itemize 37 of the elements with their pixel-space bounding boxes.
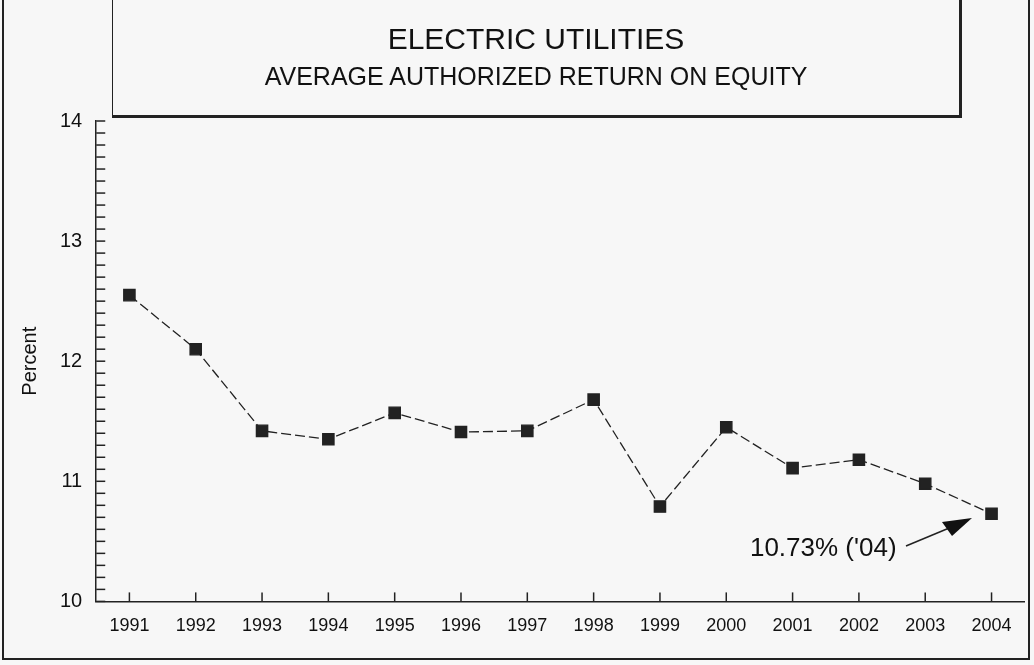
x-tick-label: 1993 — [242, 615, 283, 636]
x-tick-label: 1992 — [175, 615, 216, 636]
x-tick-label: 2004 — [971, 615, 1012, 636]
y-tick-label: 13 — [60, 228, 83, 251]
chart-subtitle: AVERAGE AUTHORIZED RETURN ON EQUITY — [263, 62, 809, 91]
y-tick-label: 11 — [61, 468, 83, 491]
y-axis-title: Percent — [17, 326, 40, 396]
y-tick-label: 14 — [60, 108, 83, 131]
x-tick-label: 2002 — [838, 615, 879, 636]
x-tick-label: 1994 — [308, 615, 349, 636]
x-tick-label: 2001 — [772, 615, 813, 636]
point — [852, 453, 866, 466]
point — [255, 424, 269, 438]
point — [719, 420, 733, 434]
x-tick-label: 1995 — [374, 615, 415, 636]
point — [985, 507, 998, 521]
x-tick-label: 1998 — [573, 615, 614, 636]
x-tick-label: 2003 — [905, 615, 946, 636]
point — [454, 425, 468, 439]
y-tick-label: 12 — [60, 348, 83, 371]
annotation: 10.73% ('04) — [749, 531, 897, 563]
x-tick-label: 1991 — [109, 615, 150, 636]
point — [189, 342, 203, 356]
chart-title: ELECTRIC UTILITIES — [386, 22, 686, 56]
point — [388, 406, 401, 420]
y-tick-label: 10 — [60, 588, 83, 611]
x-tick-label: 2000 — [706, 615, 747, 636]
x-tick-label: 1996 — [440, 615, 482, 636]
x-tick-label: 1997 — [507, 615, 548, 636]
point — [587, 393, 600, 406]
x-tick-label: 1999 — [639, 615, 680, 636]
point — [322, 432, 335, 446]
point — [786, 461, 799, 475]
point — [653, 500, 667, 513]
point — [123, 288, 136, 302]
point — [521, 424, 534, 438]
point — [918, 477, 932, 491]
